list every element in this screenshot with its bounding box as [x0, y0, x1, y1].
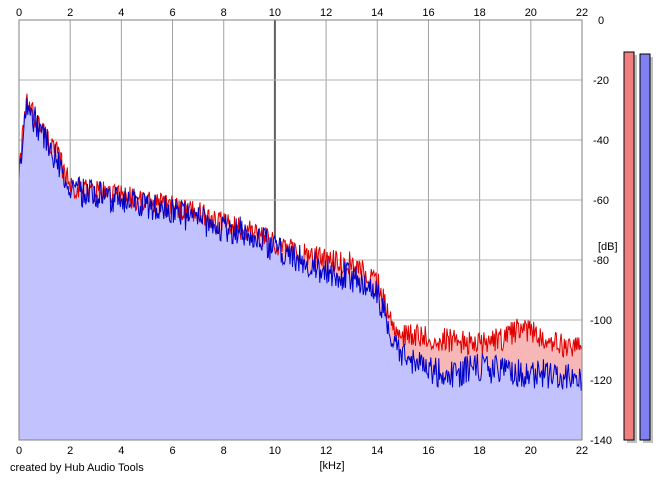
- spectrum-area-series-2: [19, 97, 582, 440]
- y-tick-label: -140: [590, 435, 612, 447]
- x-tick-label-top: 18: [474, 7, 486, 19]
- x-tick-label-top: 22: [576, 7, 588, 19]
- x-tick-label-top: 12: [320, 7, 332, 19]
- plot-frame: [18, 19, 583, 441]
- spectrum-lines: [18, 93, 583, 391]
- y-ticks: 0 -20 -40 -60 -80 -100 -120 -140: [590, 15, 612, 447]
- x-tick-label-bottom: 20: [525, 445, 537, 457]
- x-tick-label-bottom: 4: [118, 445, 124, 457]
- x-tick-label-top: 8: [221, 7, 227, 19]
- y-tick-label: -40: [593, 135, 609, 147]
- x-tick-label-bottom: 10: [269, 445, 281, 457]
- x-tick-label-bottom: 2: [67, 445, 73, 457]
- spectrum-areas: [19, 93, 582, 440]
- x-tick-label-bottom: 0: [16, 445, 22, 457]
- x-ticks-top: 0 2 4 6 8 10 12 14 16 18 20 22: [16, 7, 588, 19]
- x-ticks-bottom: 0 2 4 6 8 10 12 14 16 18 20 22: [16, 445, 588, 457]
- x-tick-label-bottom: 16: [422, 445, 434, 457]
- x-axis-label: [kHz]: [319, 460, 344, 472]
- y-axis-label: [dB]: [598, 241, 618, 253]
- x-tick-label-top: 16: [422, 7, 434, 19]
- x-tick-label-top: 6: [169, 7, 175, 19]
- credit-text: created by Hub Audio Tools: [10, 462, 144, 474]
- x-tick-label-bottom: 22: [576, 445, 588, 457]
- x-tick-label-top: 10: [269, 7, 281, 19]
- x-tick-label-top: 14: [371, 7, 383, 19]
- level-meters: [623, 51, 653, 443]
- y-tick-label: -100: [590, 315, 612, 327]
- x-tick-label-bottom: 12: [320, 445, 332, 457]
- level-meter-bar-1: [623, 51, 635, 441]
- x-tick-label-bottom: 6: [169, 445, 175, 457]
- x-tick-label-bottom: 18: [474, 445, 486, 457]
- y-tick-label: 0: [598, 15, 604, 27]
- y-tick-label: -120: [590, 375, 612, 387]
- x-tick-label-bottom: 14: [371, 445, 383, 457]
- y-tick-label: -60: [593, 195, 609, 207]
- x-tick-label-bottom: 8: [221, 445, 227, 457]
- level-meter-bar-2: [639, 53, 651, 441]
- x-tick-label-top: 2: [67, 7, 73, 19]
- x-tick-label-top: 4: [118, 7, 124, 19]
- x-tick-label-top: 20: [525, 7, 537, 19]
- x-tick-label-top: 0: [16, 7, 22, 19]
- y-tick-label: -80: [593, 255, 609, 267]
- y-tick-label: -20: [593, 75, 609, 87]
- spectrum-line-series-2: [18, 97, 583, 391]
